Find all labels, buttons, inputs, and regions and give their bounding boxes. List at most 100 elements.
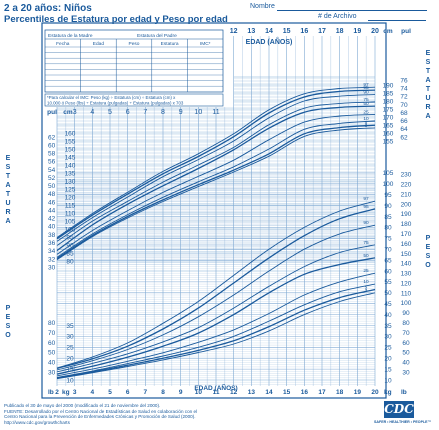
weight-series-line [56, 292, 376, 380]
stature-left-cm-tick: 145 [65, 154, 76, 161]
footer: Publicado el 30 de mayo del 2000 (modifi… [4, 403, 304, 425]
x-tick-label-middle: 11 [212, 109, 219, 116]
x-tick-label-bottom: 3 [73, 389, 77, 396]
stature-left-cm-tick: 80 [66, 258, 74, 265]
bmi-note-line2: 10.000 ó Peso (lbs) ÷ Estatura (pulgadas… [47, 101, 184, 106]
stature-right-in-tick: 64 [400, 126, 408, 133]
left-in-unit: pul [47, 109, 57, 116]
stature-left-cm-tick: 120 [65, 194, 76, 201]
stature-left-cm-tick: 115 [65, 202, 76, 209]
stature-series-line [56, 89, 376, 240]
weight-series-line [56, 257, 376, 375]
weight-right-kg-tick: 50 [384, 290, 392, 297]
stature-series-label: 50 [363, 101, 369, 107]
footer-source: FUENTE: Desarrollado por el Centro Nacio… [4, 408, 198, 414]
stature-series-line [56, 124, 376, 260]
weight-right-lb-tick: 200 [401, 201, 412, 208]
stature-right-cm-tick: 155 [383, 138, 394, 145]
stature-right-in-tick: 68 [400, 110, 408, 117]
weight-right-kg-tick: 95 [384, 192, 392, 199]
weight-side-label-left: E [6, 314, 11, 321]
stature-side-label-left: S [6, 164, 11, 171]
weight-side-label-left: O [5, 332, 11, 339]
x-tick-label-bottom: 10 [195, 389, 203, 396]
stature-left-in-tick: 38 [48, 232, 56, 239]
x-tick-label-bottom: 8 [161, 389, 165, 396]
weight-right-kg-tick: 40 [384, 312, 392, 319]
stature-left-cm-tick: 105 [65, 218, 76, 225]
stature-left-in-tick: 62 [48, 134, 56, 141]
weight-right-kg-tick: 35 [384, 323, 392, 330]
weight-left-lb-tick: 40 [48, 360, 56, 367]
weight-right-lb-tick: 160 [401, 241, 412, 248]
stature-side-label-left: T [6, 173, 11, 180]
stature-side-label-left: A [5, 182, 10, 189]
stature-left-cm-tick: 155 [65, 138, 76, 145]
weight-right-lb-tick: 220 [401, 182, 412, 189]
weight-right-kg-tick: 45 [384, 301, 392, 308]
weight-series-line [56, 283, 376, 378]
x-tick-label-bottom: 15 [283, 389, 291, 396]
chart-subtitle: Percentiles de Estatura por edad y Peso … [4, 14, 228, 25]
stature-side-label-right: E [426, 50, 431, 57]
x-tick-label-bottom: 20 [371, 389, 379, 396]
x-tick-label-top: 18 [336, 28, 344, 35]
stature-left-in-tick: 42 [48, 216, 56, 223]
weight-left-lb-tick: 60 [48, 340, 56, 347]
stature-side-label-left: T [6, 191, 11, 198]
x-tick-label-bottom: 19 [354, 389, 362, 396]
x-tick-label-top: 16 [300, 28, 308, 35]
weight-series-label: 97 [363, 196, 369, 202]
x-tick-label-top: 15 [283, 28, 291, 35]
weight-right-kg-tick: 105 [383, 170, 394, 177]
weight-right-lb-tick: 120 [401, 280, 412, 287]
stature-right-in-tick: 76 [400, 77, 408, 84]
name-field[interactable] [277, 10, 427, 11]
weight-left-lb-tick: 80 [48, 320, 56, 327]
x-axis-label-top: EDAD (AÑOS) [246, 37, 293, 46]
stature-right-in-tick: 66 [400, 118, 408, 125]
weight-series-label: 10 [363, 279, 369, 285]
weight-side-label-right: E [426, 244, 431, 251]
weight-series-label: 90 [363, 220, 369, 226]
stature-left-cm-tick: 160 [65, 130, 76, 137]
x-tick-label-bottom: 13 [248, 389, 256, 396]
x-tick-label-top: 20 [371, 28, 379, 35]
stature-right-cm-tick: 160 [383, 130, 394, 137]
stature-left-cm-tick: 130 [65, 178, 76, 185]
stature-left-cm-tick: 125 [65, 186, 76, 193]
weight-right-lb-tick: 230 [401, 172, 412, 179]
weight-right-kg-tick: 85 [384, 214, 392, 221]
weight-right-lb-tick: 100 [401, 300, 412, 307]
weight-right-kg-tick: 10 [384, 377, 392, 384]
footer-published: Publicado el 30 de mayo del 2000 (modifi… [4, 403, 161, 408]
mother-stature-label: Estatura de la Madre [48, 33, 93, 39]
stature-series-line [56, 127, 376, 261]
x-axis-label-bottom: EDAD (AÑOS) [194, 383, 237, 392]
weight-series-label: 25 [363, 268, 369, 274]
cdc-logo-tagline: SAFER • HEALTHIER • PEOPLE™ [374, 420, 432, 424]
stature-left-in-tick: 56 [48, 159, 56, 166]
table-column-header: IMC* [200, 41, 211, 47]
record-field[interactable] [368, 20, 426, 21]
weight-left-kg-tick: 30 [66, 334, 74, 341]
weight-right-lb-tick: 210 [401, 191, 412, 198]
footer-source-2: Centro Nacional para la Prevención de En… [4, 414, 196, 419]
weight-left-lb-tick: 50 [48, 350, 56, 357]
stature-side-label-right: T [426, 68, 431, 75]
stature-right-cm-tick: 170 [383, 114, 394, 121]
weight-right-lb-tick: 180 [401, 221, 412, 228]
weight-right-kg-tick: 65 [384, 257, 392, 264]
stature-series-label: 5 [365, 120, 368, 126]
weight-left-lb-tick: 70 [48, 330, 56, 337]
x-tick-label-middle: 7 [143, 109, 147, 116]
right-lb-unit: lb [401, 389, 407, 396]
x-tick-label-bottom: 12 [230, 389, 238, 396]
x-tick-label-bottom: 2 [55, 389, 59, 396]
weight-left-kg-tick: 25 [66, 345, 74, 352]
weight-right-lb-tick: 40 [402, 360, 410, 367]
stature-side-label-right: U [425, 95, 430, 102]
cdc-logo-mark: CDC [384, 401, 414, 418]
weight-right-kg-tick: 60 [384, 268, 392, 275]
weight-side-label-left: S [6, 323, 11, 330]
